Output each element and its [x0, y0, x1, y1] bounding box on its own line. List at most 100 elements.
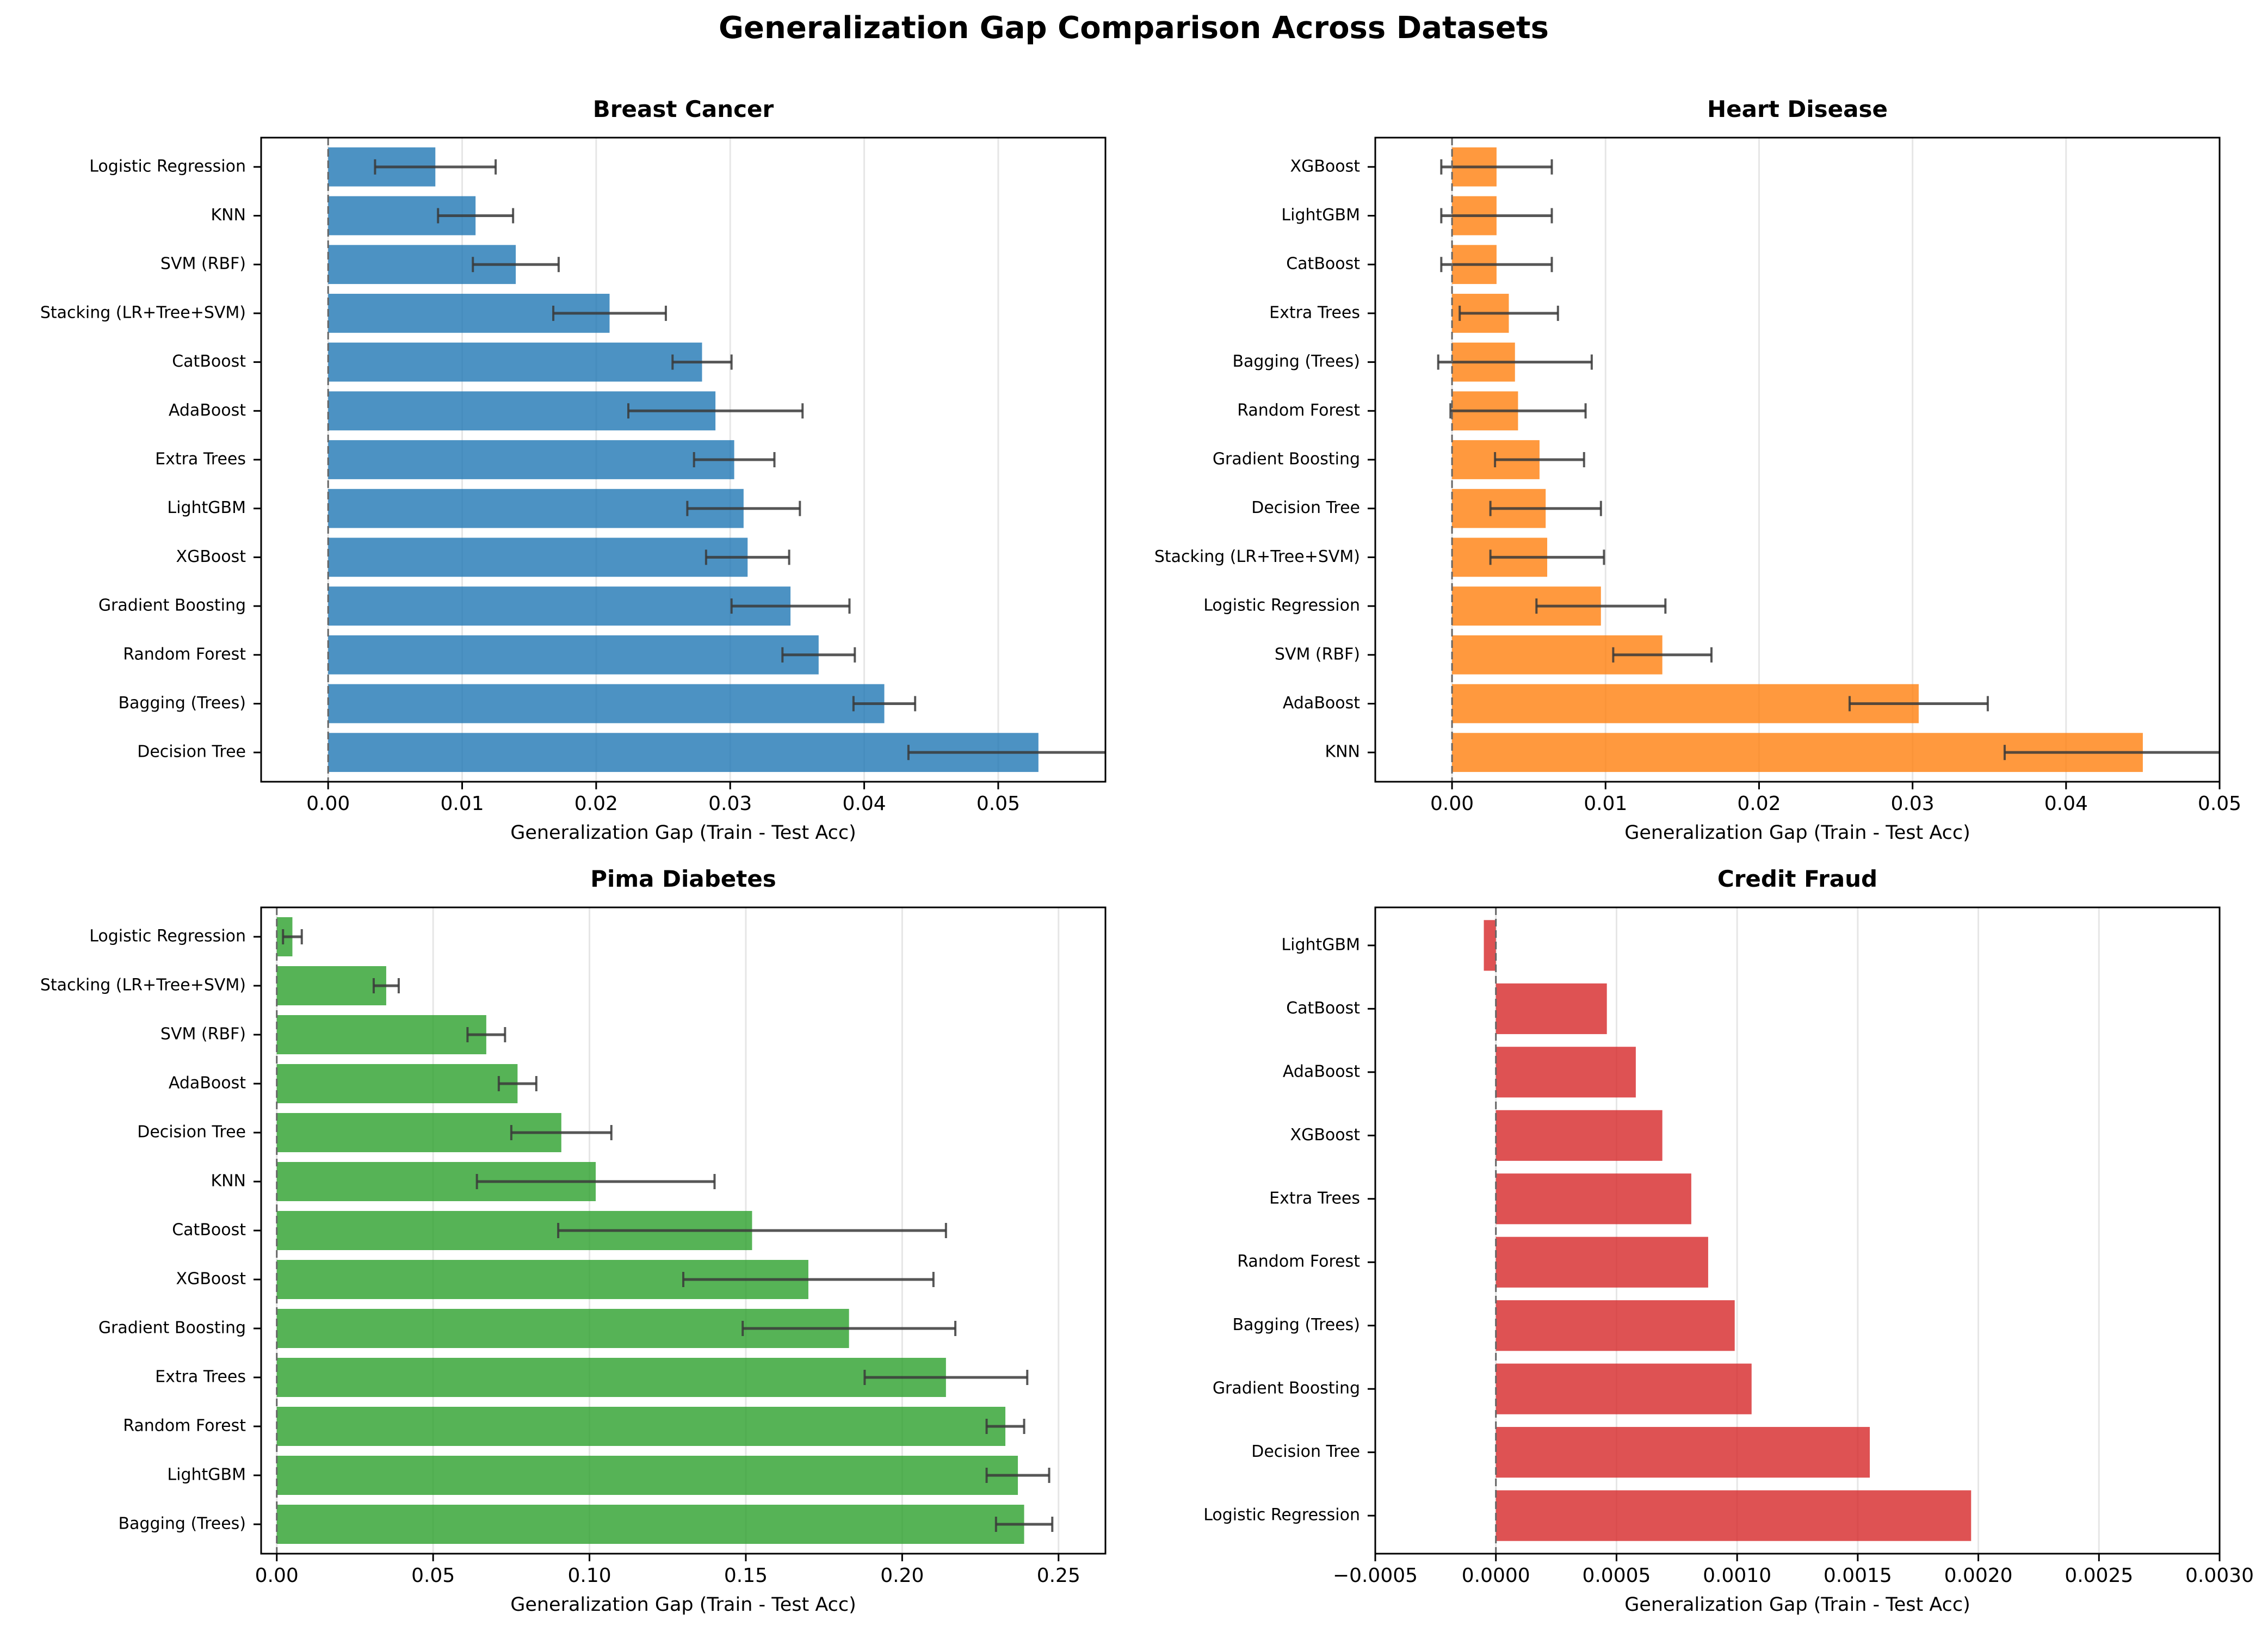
- panel-title: Credit Fraud: [1717, 866, 1877, 892]
- chart-panels: 0.00 0.01 0.02 0.03 0.04 0.05 Logistic Regress…: [40, 96, 2254, 1616]
- y-tick-label: CatBoost: [1286, 255, 1360, 274]
- y-tick-label: Bagging (Trees): [118, 1514, 246, 1534]
- panel-title: Breast Cancer: [593, 96, 774, 122]
- axes-frame: [1374, 906, 2221, 1555]
- bar-extra-trees: [328, 440, 734, 479]
- y-tick-label: Random Forest: [123, 645, 246, 664]
- bar-decision-tree: [1495, 1427, 1870, 1478]
- x-tick-label: 0.20: [880, 1565, 924, 1587]
- y-tick-label: Random Forest: [123, 1417, 246, 1436]
- y-tick-label: Random Forest: [1237, 401, 1360, 420]
- x-tick-label: 0.00: [1430, 793, 1474, 815]
- x-tick-label: 0.05: [2198, 793, 2241, 815]
- bar-extra-trees: [276, 1358, 946, 1397]
- panel-title: Heart Disease: [1707, 96, 1888, 122]
- plot-area: [1484, 920, 1972, 1541]
- y-tick-label: XGBoost: [1290, 1126, 1361, 1145]
- y-tick-label: KNN: [211, 1172, 246, 1191]
- bar-random-forest: [276, 1407, 1006, 1446]
- bar-lightgbm: [1484, 920, 1496, 971]
- y-tick-label: Gradient Boosting: [1213, 450, 1360, 469]
- x-tick-label: 0.00: [306, 793, 350, 815]
- x-tick-label: 0.0005: [1582, 1565, 1651, 1587]
- bar-catboost: [328, 342, 702, 382]
- bar-lightgbm: [328, 489, 744, 528]
- x-tick-label: −0.0005: [1333, 1565, 1418, 1587]
- bar-svm-rbf: [276, 1015, 486, 1054]
- y-tick-label: Bagging (Trees): [1232, 352, 1360, 371]
- bar-gradient-boosting: [328, 586, 791, 626]
- y-tick-label: SVM (RBF): [1275, 645, 1360, 664]
- y-tick-label: KNN: [1325, 743, 1360, 762]
- x-tick-label: 0.0030: [2185, 1565, 2254, 1587]
- figure-title: Generalization Gap Comparison Across Dat…: [719, 10, 1549, 46]
- x-tick-label: 0.01: [1584, 793, 1627, 815]
- bar-adaboost: [276, 1064, 518, 1103]
- x-tick-label: 0.10: [567, 1565, 611, 1587]
- x-tick-label: 0.00: [255, 1565, 299, 1587]
- y-tick-label: Decision Tree: [137, 743, 246, 762]
- y-tick-label: Stacking (LR+Tree+SVM): [40, 976, 246, 995]
- x-axis-label: Generalization Gap (Train - Test Acc): [1624, 1594, 1970, 1616]
- y-tick-label: Logistic Regression: [89, 927, 246, 946]
- bar-bagging-trees: [276, 1505, 1024, 1544]
- bar-extra-trees: [1495, 1173, 1691, 1225]
- y-tick-label: LightGBM: [1281, 206, 1360, 225]
- bar-xgboost: [1495, 1110, 1663, 1161]
- bar-gradient-boosting: [1495, 1363, 1752, 1414]
- x-tick-label: 0.05: [411, 1565, 455, 1587]
- y-tick-label: XGBoost: [176, 1270, 246, 1289]
- y-tick-label: Extra Trees: [155, 450, 246, 469]
- x-tick-label: 0.04: [842, 793, 886, 815]
- x-tick-label: 0.02: [1737, 793, 1781, 815]
- y-tick-label: Logistic Regression: [89, 157, 246, 176]
- bar-random-forest: [1495, 1237, 1708, 1288]
- y-tick-label: Decision Tree: [137, 1123, 246, 1142]
- plot-area: [328, 147, 1105, 772]
- x-axis-label: Generalization Gap (Train - Test Acc): [510, 1594, 856, 1616]
- x-tick-label: 0.03: [708, 793, 752, 815]
- y-tick-label: Logistic Regression: [1203, 1506, 1360, 1525]
- x-tick-label: 0.25: [1037, 1565, 1080, 1587]
- y-tick-label: Logistic Regression: [1203, 596, 1360, 615]
- panel-breast-cancer: 0.00 0.01 0.02 0.03 0.04 0.05 Logistic Regress…: [40, 96, 1107, 844]
- y-tick-label: Stacking (LR+Tree+SVM): [40, 303, 246, 322]
- bar-xgboost: [328, 537, 748, 577]
- bar-adaboost: [1452, 684, 1919, 724]
- y-tick-label: Random Forest: [1237, 1252, 1360, 1271]
- y-tick-label: XGBoost: [1290, 157, 1361, 176]
- x-tick-label: 0.01: [440, 793, 484, 815]
- plot-area: [276, 917, 1054, 1544]
- y-tick-label: KNN: [211, 206, 246, 225]
- y-tick-label: AdaBoost: [169, 401, 246, 420]
- panel-heart-disease: 0.00 0.01 0.02 0.03 0.04 0.05 XGBoost LightGBM C…: [1154, 96, 2241, 844]
- panel-pima-diabetes: 0.00 0.05 0.10 0.15 0.20 0.25 Logistic Regress…: [40, 866, 1107, 1616]
- bar-logistic-regression: [1495, 1490, 1972, 1541]
- bar-catboost: [1495, 983, 1607, 1034]
- x-tick-label: 0.0010: [1703, 1565, 1771, 1587]
- y-tick-label: LightGBM: [167, 498, 246, 517]
- x-tick-label: 0.02: [574, 793, 618, 815]
- y-tick-label: AdaBoost: [1283, 1062, 1360, 1081]
- y-tick-label: CatBoost: [172, 352, 246, 371]
- panel-credit-fraud: −0.0005 0.0000 0.0005 0.0010 0.0015 0.0020 0.0…: [1203, 866, 2254, 1616]
- x-tick-label: 0.15: [724, 1565, 768, 1587]
- bar-bagging-trees: [1495, 1300, 1735, 1351]
- bar-lightgbm: [276, 1456, 1018, 1495]
- y-tick-label: AdaBoost: [169, 1074, 246, 1093]
- bar-random-forest: [328, 635, 819, 675]
- x-tick-label: 0.04: [2044, 793, 2088, 815]
- y-tick-label: AdaBoost: [1283, 694, 1360, 713]
- y-tick-label: Bagging (Trees): [1232, 1315, 1360, 1334]
- y-tick-label: CatBoost: [172, 1221, 246, 1240]
- x-axis-label: Generalization Gap (Train - Test Acc): [510, 822, 856, 844]
- x-tick-label: 0.0020: [1944, 1565, 2013, 1587]
- y-tick-label: Gradient Boosting: [98, 596, 246, 615]
- y-tick-label: SVM (RBF): [160, 255, 246, 274]
- y-tick-label: Gradient Boosting: [98, 1319, 246, 1338]
- plot-area: [1437, 147, 2220, 772]
- y-tick-label: Extra Trees: [155, 1368, 246, 1387]
- x-tick-label: 0.05: [977, 793, 1020, 815]
- y-tick-label: Bagging (Trees): [118, 694, 246, 713]
